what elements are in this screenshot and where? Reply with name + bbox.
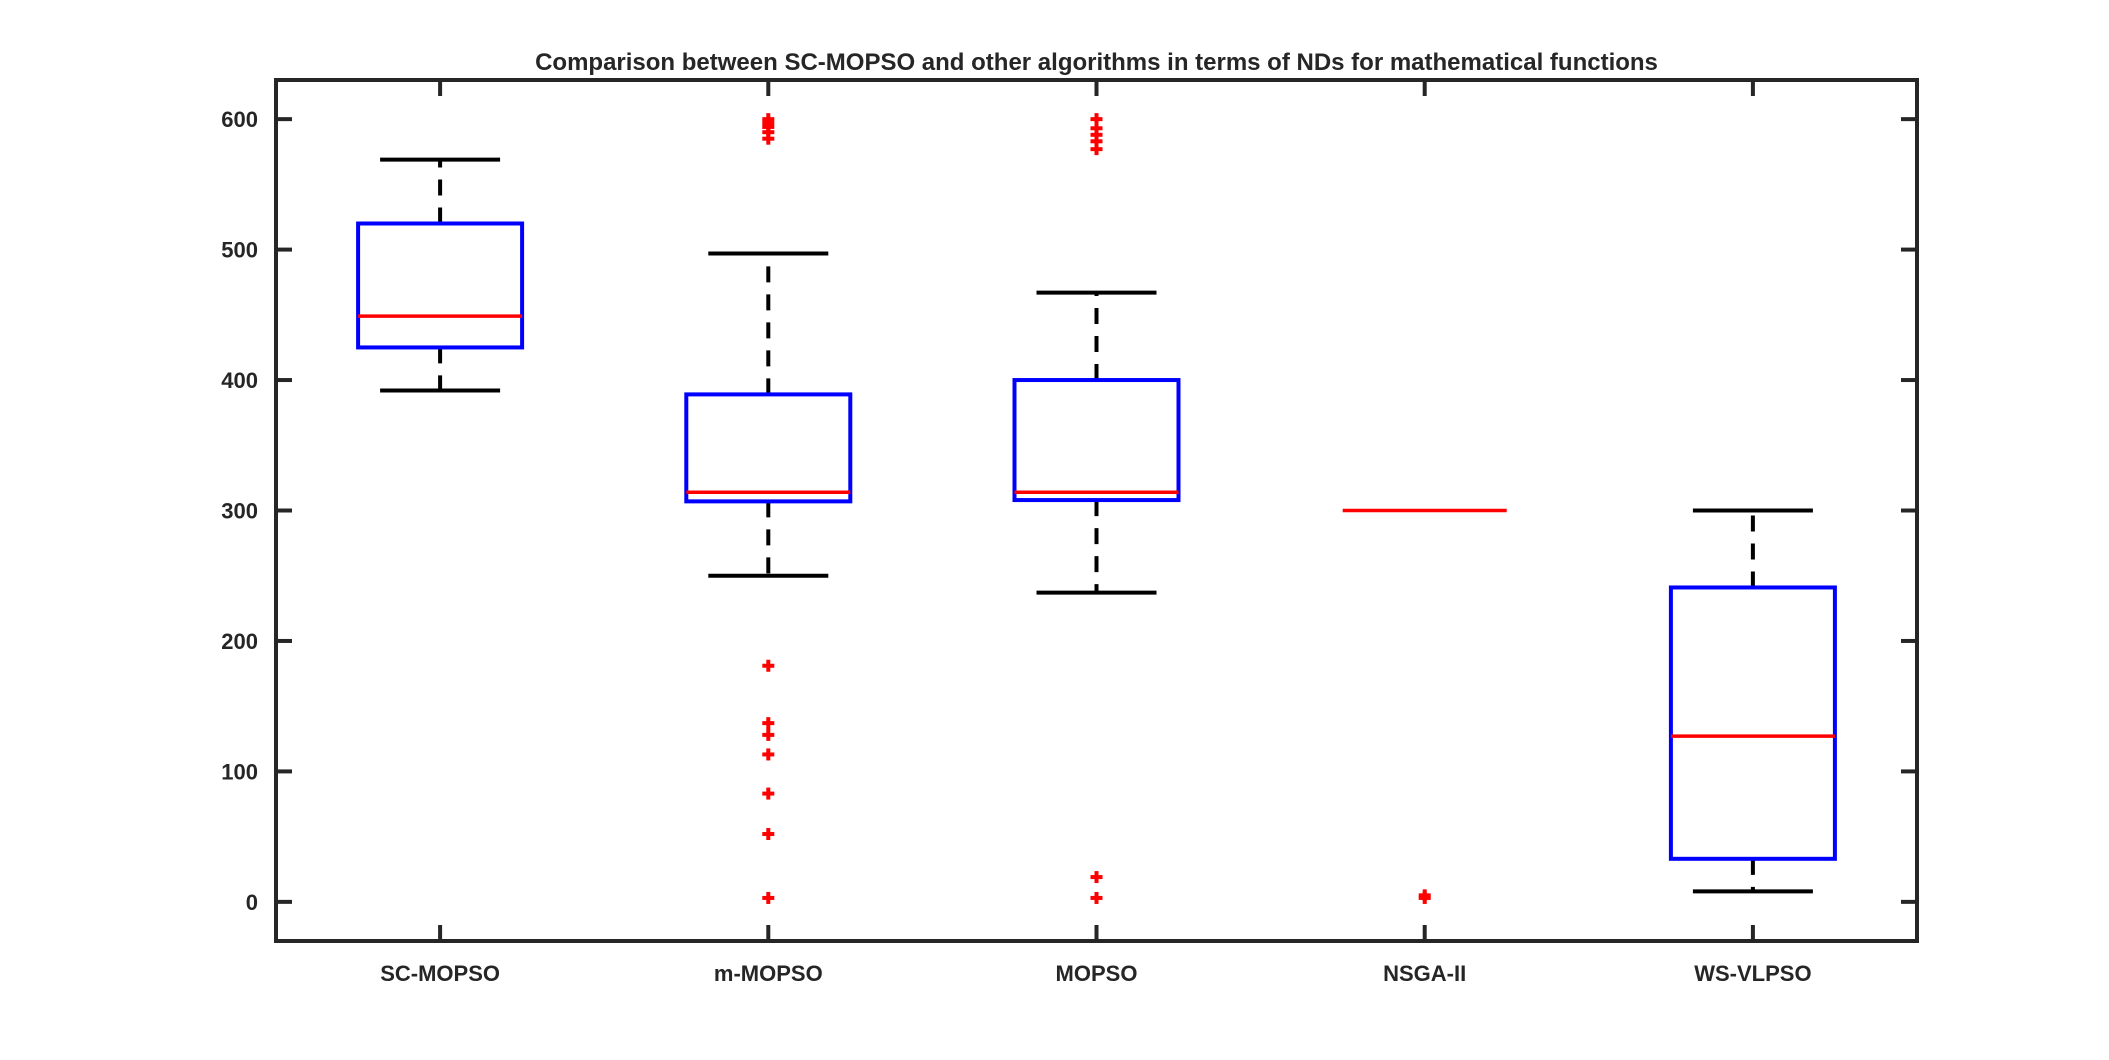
outlier-m-mopso-5	[762, 659, 775, 672]
y-tick-label: 100	[221, 759, 258, 784]
outlier-mopso-5	[1090, 871, 1103, 884]
outlier-nsga-ii-1	[1418, 891, 1431, 904]
outlier-m-mopso-9	[762, 787, 775, 800]
outlier-mopso-6	[1090, 891, 1103, 904]
y-tick-label: 400	[221, 368, 258, 393]
x-tick-label-nsga-ii: NSGA-II	[1383, 961, 1466, 986]
x-tick-label-m-mopso: m-MOPSO	[714, 961, 823, 986]
outlier-m-mopso-8	[762, 748, 775, 761]
box-sc-mopso	[356, 221, 525, 350]
y-tick-label: 600	[221, 107, 258, 132]
x-tick-label-sc-mopso: SC-MOPSO	[380, 961, 500, 986]
y-tick-label: 300	[221, 499, 258, 524]
y-tick-label: 200	[221, 629, 258, 654]
outlier-m-mopso-11	[762, 891, 775, 904]
axes-frame	[274, 78, 1919, 943]
outlier-m-mopso-10	[762, 828, 775, 841]
box-mopso	[1012, 378, 1181, 503]
x-tick-label-mopso: MOPSO	[1056, 961, 1138, 986]
outlier-m-mopso-4	[762, 132, 775, 145]
chart-title: Comparison between SC-MOPSO and other al…	[535, 49, 1658, 76]
x-tick-label-ws-vlpso: WS-VLPSO	[1694, 961, 1811, 986]
outlier-m-mopso-7	[762, 728, 775, 741]
outlier-m-mopso-6	[762, 717, 775, 730]
y-tick-label: 0	[246, 890, 258, 915]
y-tick-label: 500	[221, 238, 258, 263]
plot-area: 0 100 200 300 400 500 600 SC-MOPSO m-MOPSO MOPSO N…	[221, 78, 1919, 986]
box-ws-vlpso	[1668, 585, 1837, 861]
box-m-mopso	[684, 392, 853, 504]
outlier-mopso-4	[1090, 143, 1103, 156]
